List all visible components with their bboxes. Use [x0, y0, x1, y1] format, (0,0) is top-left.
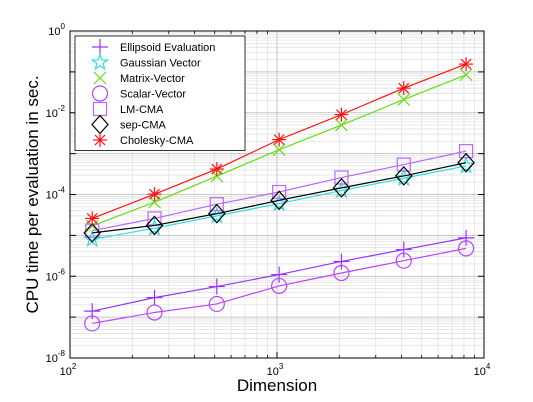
- legend-item-matrix-vector: Matrix-Vector: [93, 71, 185, 85]
- legend-label-matrix-vector: Matrix-Vector: [120, 73, 185, 85]
- data-point-gaussian-vector: [207, 206, 227, 224]
- data-point-matrix-vector: [459, 68, 473, 82]
- data-point-ellipsoid-evaluation: [208, 278, 225, 295]
- legend-item-gaussian-vector: Gaussian Vector: [90, 52, 201, 71]
- y-axis-label: CPU time per evaluation in sec.: [23, 75, 42, 313]
- data-point-matrix-vector: [272, 143, 286, 157]
- data-point-lm-cma: [334, 170, 349, 185]
- data-point-gaussian-vector: [394, 168, 414, 187]
- legend-marker-matrix-vector: [93, 71, 107, 85]
- data-point-cholesky-cma: [459, 57, 474, 72]
- data-point-scalar-vector: [395, 252, 412, 269]
- legend-item-ellipsoid-evaluation: Ellipsoid Evaluation: [92, 39, 215, 55]
- legend-label-sep-cma: sep-CMA: [120, 120, 167, 132]
- legend-marker-cholesky-cma: [93, 133, 107, 147]
- x-tick-label: 103: [267, 362, 284, 378]
- series-layer: [82, 57, 476, 332]
- data-point-cholesky-cma: [209, 162, 224, 177]
- legend-label-ellipsoid-evaluation: Ellipsoid Evaluation: [120, 42, 215, 54]
- data-point-lm-cma: [458, 144, 474, 159]
- y-tick-label: 10-6: [46, 267, 66, 283]
- data-point-ellipsoid-evaluation: [146, 289, 163, 306]
- tick-labels: 102 103 104 10-8 10-6 10-4 10-2 100: [46, 22, 491, 378]
- series-line-gaussian-vector: [92, 165, 467, 240]
- data-point-scalar-vector: [146, 304, 163, 321]
- data-point-gaussian-vector: [82, 229, 102, 248]
- data-point-gaussian-vector: [332, 180, 351, 199]
- x-tick-label: 104: [474, 362, 491, 378]
- legend-label-scalar-vector: Scalar-Vector: [120, 89, 186, 101]
- data-point-sep-cma: [270, 190, 288, 211]
- data-point-cholesky-cma: [85, 211, 100, 226]
- legend-item-cholesky-cma: Cholesky-CMA: [93, 133, 194, 147]
- x-axis-label: Dimension: [237, 376, 317, 395]
- data-point-scalar-vector: [84, 315, 101, 332]
- data-point-lm-cma: [272, 184, 287, 200]
- legend-label-lm-cma: LM-CMA: [120, 104, 164, 116]
- series-sep-cma: [83, 152, 475, 243]
- data-point-lm-cma: [209, 197, 224, 212]
- data-point-matrix-vector: [397, 93, 411, 107]
- legend-marker-scalar-vector: [91, 85, 109, 102]
- y-tick-label: 10-4: [46, 186, 66, 202]
- data-point-sep-cma: [208, 203, 226, 224]
- data-point-scalar-vector: [333, 264, 350, 282]
- y-tick-label: 100: [48, 22, 65, 38]
- data-point-matrix-vector: [335, 118, 348, 132]
- legend-marker-ellipsoid-evaluation: [92, 39, 108, 55]
- legend-item-scalar-vector: Scalar-Vector: [91, 85, 186, 102]
- data-point-sep-cma: [394, 166, 413, 186]
- data-point-ellipsoid-evaluation: [458, 229, 475, 246]
- series-line-sep-cma: [92, 162, 467, 234]
- legend-label-cholesky-cma: Cholesky-CMA: [120, 135, 194, 147]
- data-point-cholesky-cma: [396, 81, 411, 96]
- axis-ticks: [69, 30, 485, 359]
- data-point-ellipsoid-evaluation: [395, 241, 412, 258]
- data-point-lm-cma: [396, 157, 411, 172]
- y-tick-label: 10-2: [46, 104, 66, 120]
- data-point-cholesky-cma: [147, 187, 162, 202]
- data-point-cholesky-cma: [272, 132, 287, 147]
- data-point-ellipsoid-evaluation: [271, 266, 288, 283]
- data-point-sep-cma: [83, 222, 101, 243]
- x-tick-label: 102: [60, 362, 77, 378]
- data-point-scalar-vector: [457, 240, 475, 257]
- legend-box: [74, 35, 246, 151]
- data-point-scalar-vector: [208, 295, 225, 313]
- data-point-scalar-vector: [271, 277, 288, 295]
- series-line-scalar-vector: [92, 247, 467, 325]
- y-tick-label: 10-8: [46, 349, 66, 365]
- series-scalar-vector: [84, 240, 475, 332]
- series-gaussian-vector: [82, 156, 476, 248]
- legend-label-gaussian-vector: Gaussian Vector: [120, 58, 201, 70]
- series-cholesky-cma: [85, 57, 474, 226]
- legend: Ellipsoid Evaluation Gaussian Vector Matri…: [74, 35, 246, 151]
- series-ellipsoid-evaluation: [84, 229, 475, 320]
- data-point-ellipsoid-evaluation: [333, 253, 350, 270]
- data-point-cholesky-cma: [334, 107, 349, 122]
- legend-marker-gaussian-vector: [90, 52, 110, 71]
- data-point-sep-cma: [457, 152, 475, 173]
- data-point-sep-cma: [332, 178, 351, 198]
- data-point-sep-cma: [145, 215, 164, 236]
